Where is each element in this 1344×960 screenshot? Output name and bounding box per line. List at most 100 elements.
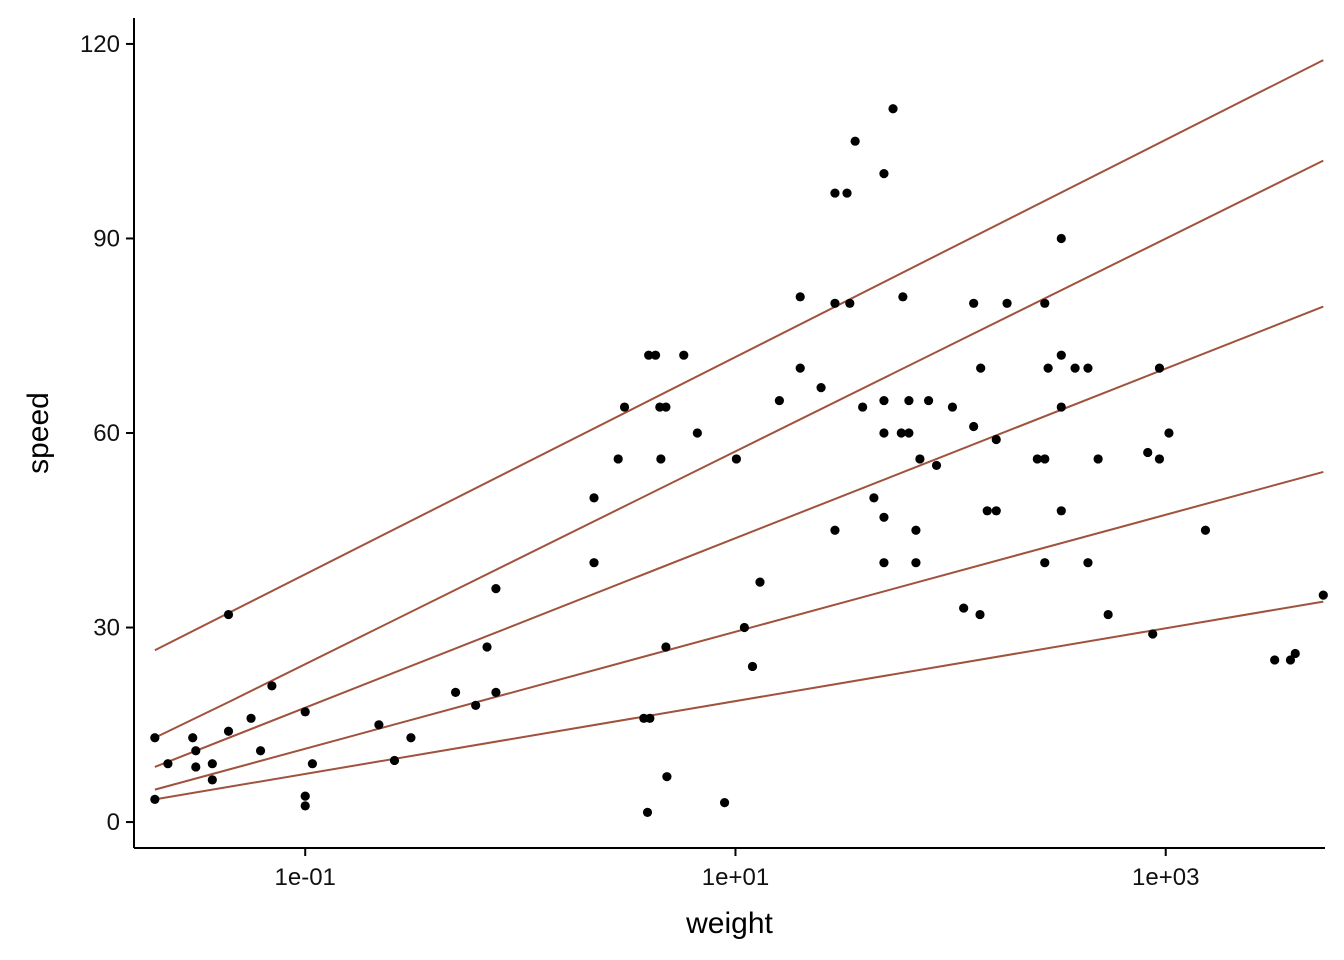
data-point [661,402,671,412]
quantile-line-1 [154,59,1324,652]
y-tick-label: 120 [80,31,120,58]
quantile-line-3 [154,305,1324,768]
data-point [931,460,942,471]
data-point [389,755,400,766]
data-point [300,707,310,717]
data-point [1200,525,1211,535]
data-point [482,642,492,652]
data-point [830,298,840,308]
data-point [1043,363,1053,373]
x-tick-label: 1e-01 [275,864,336,891]
data-point [163,759,173,769]
data-point [450,687,461,697]
data-point [830,188,840,198]
x-tick-label: 1e+03 [1132,864,1199,891]
data-point [1056,350,1066,360]
data-point [830,525,840,535]
data-point [911,525,921,535]
data-point [1056,506,1066,516]
data-point [1270,655,1280,665]
data-point [991,506,1001,516]
data-point [1093,454,1103,464]
data-point [150,733,160,743]
data-point [150,794,160,804]
x-axis-title: weight [685,907,773,940]
data-point [858,402,868,412]
data-point [1070,363,1080,373]
data-point [300,801,310,811]
data-point [692,428,702,438]
data-point [1103,609,1113,620]
data-point [719,798,730,808]
data-point [888,104,898,114]
data-point [1083,558,1093,568]
data-point [879,558,889,568]
data-point [1002,298,1012,308]
data-point [679,350,689,360]
data-point [739,622,749,633]
data-point [923,395,934,406]
data-point [969,421,979,432]
data-point [959,603,969,613]
y-tick-label: 0 [107,809,120,836]
quantile-lines [154,59,1324,801]
data-point [1148,629,1158,639]
data-point [374,720,384,730]
y-tick-label: 60 [93,420,120,447]
data-point [307,759,318,769]
data-point [642,807,653,817]
data-point [991,434,1001,445]
data-point [267,681,277,691]
data-point [1083,363,1093,373]
data-point [650,350,661,360]
data-point [795,363,805,373]
data-point [661,642,671,652]
data-point [1285,655,1296,665]
data-point [644,350,654,360]
data-point [1143,447,1153,458]
data-point [1040,558,1050,568]
data-point [191,762,201,772]
data-point [947,402,958,412]
data-point [662,772,672,782]
data-point [747,661,758,672]
data-point [1056,402,1066,412]
data-point [982,506,992,516]
data-points [150,104,1328,817]
data-point [255,746,266,756]
data-point [589,493,599,503]
quantile-line-5 [154,600,1324,801]
data-point [1318,590,1328,600]
data-point [795,292,805,302]
y-tick-label: 30 [93,615,120,642]
data-point [1290,648,1300,659]
data-point [842,188,852,198]
data-point [869,493,879,503]
data-point [1040,454,1050,464]
data-point [896,428,906,438]
data-point [816,383,826,393]
y-tick-label: 90 [93,225,120,252]
data-point [731,454,742,464]
data-point [879,512,889,522]
data-point [223,609,234,620]
data-point [1154,454,1165,464]
data-point [904,428,914,438]
data-point [1164,428,1174,438]
data-point [207,759,217,769]
data-point [850,136,860,146]
data-point [656,454,666,464]
data-point [976,363,986,373]
data-point [845,298,855,308]
data-point [619,402,630,412]
data-point [491,584,501,594]
data-point [188,733,198,743]
data-point [246,713,256,723]
x-axis-ticks: 1e-01 1e+01 1e+03 [275,848,1199,891]
data-point [755,577,765,587]
data-point [1040,298,1050,308]
data-point [471,700,481,710]
data-point [589,558,599,568]
data-point [774,395,784,406]
